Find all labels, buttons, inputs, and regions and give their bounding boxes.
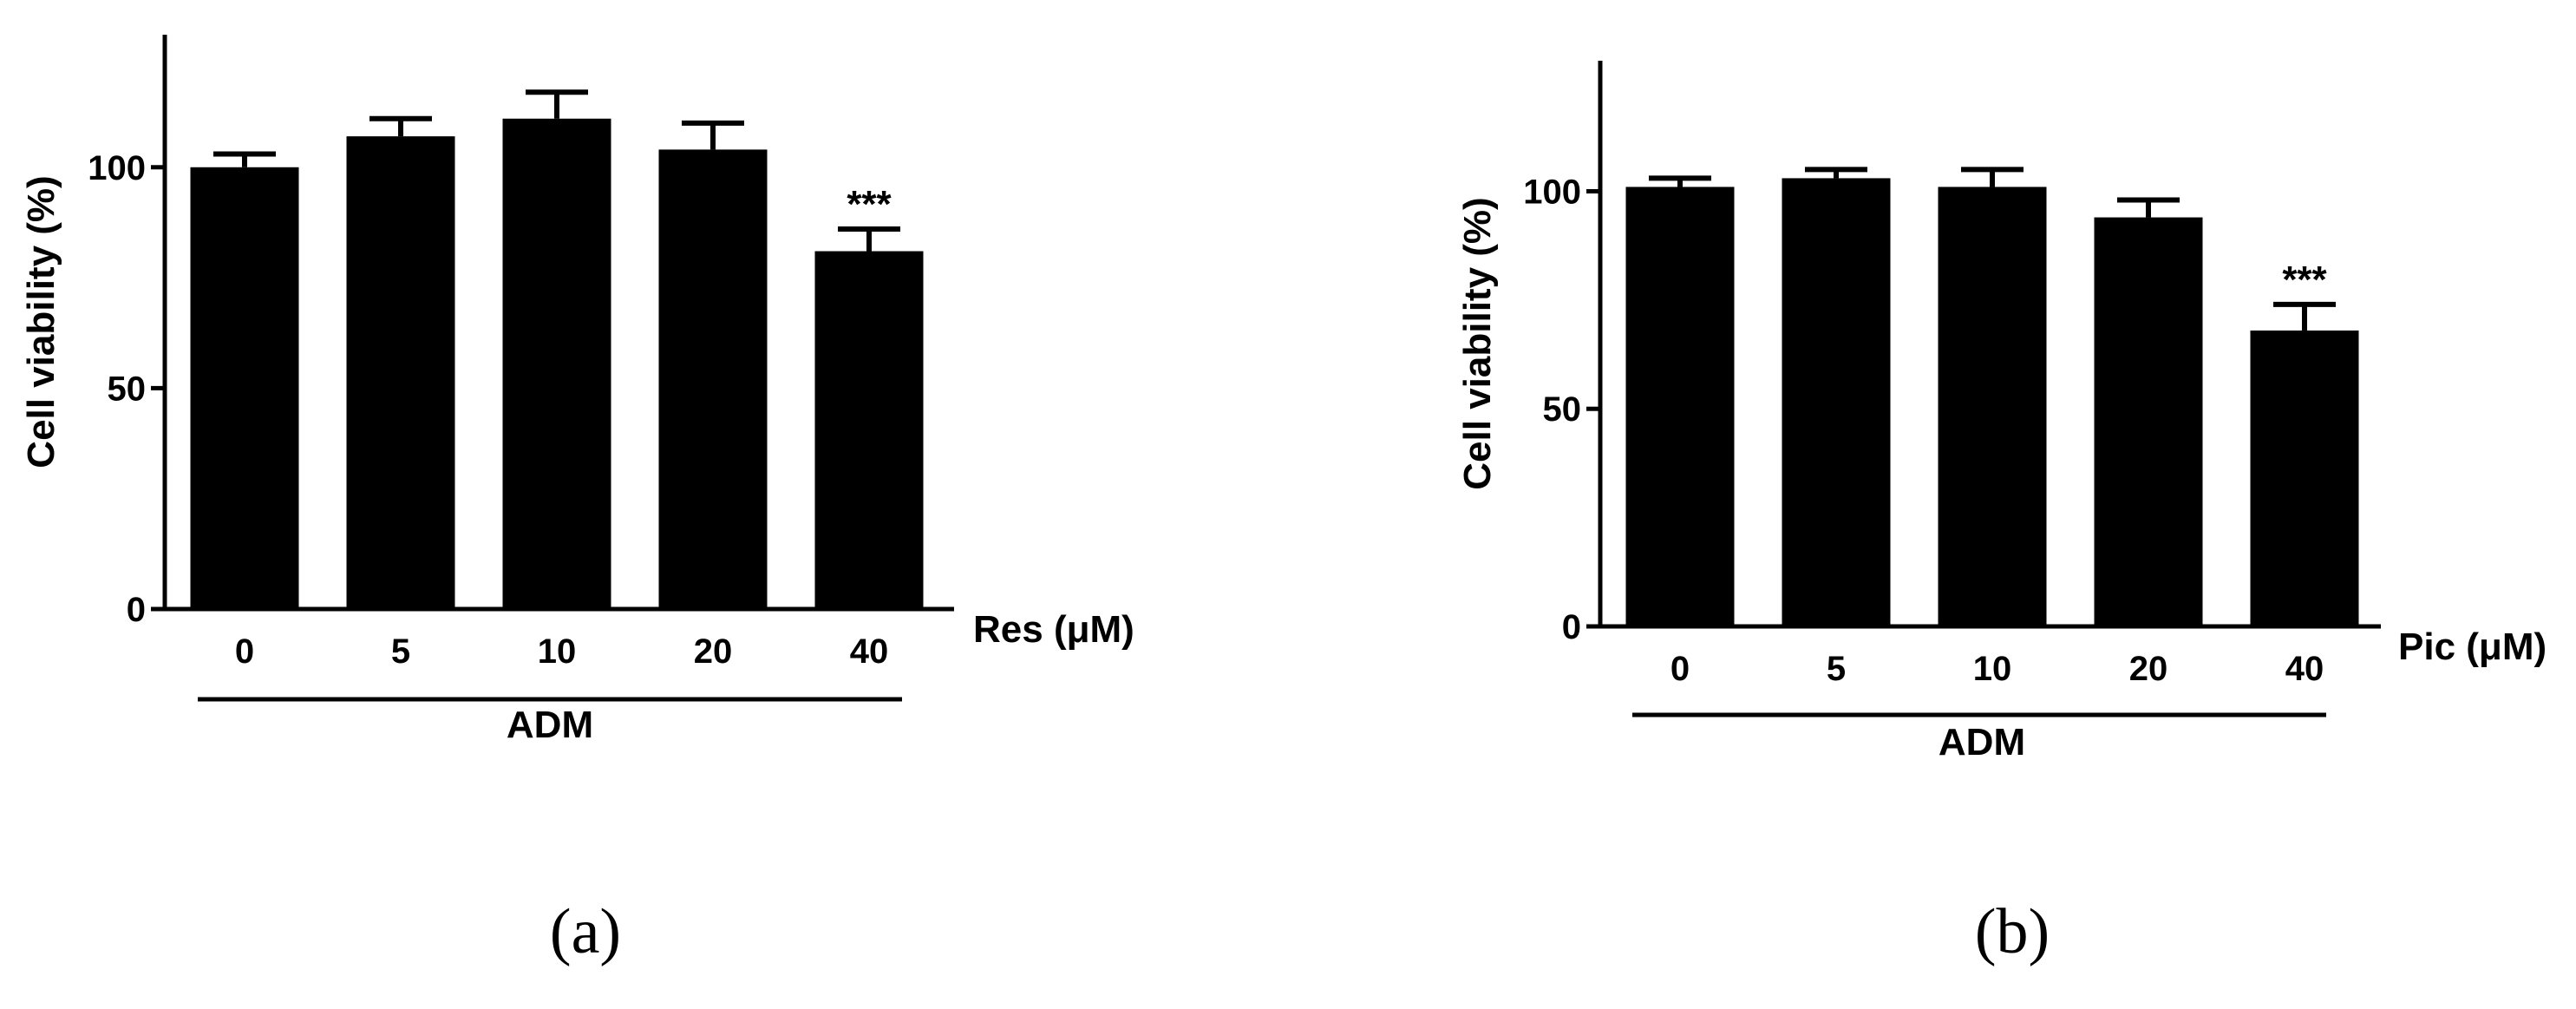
significance-marker: *** (847, 183, 892, 226)
x-tick-label: 20 (694, 632, 733, 671)
bar-10 (1938, 187, 2047, 626)
x-tick-label: 10 (538, 632, 577, 671)
y-tick-label: 0 (127, 591, 146, 629)
bar-20 (658, 149, 768, 609)
group-label: ADM (507, 704, 593, 746)
bar-40 (2250, 330, 2359, 626)
bar-0 (1625, 187, 1735, 626)
x-tick-label: 40 (2285, 650, 2324, 688)
x-tick-label: 0 (1670, 650, 1690, 688)
x-tick-label: 40 (850, 632, 889, 671)
significance-marker: *** (2282, 259, 2327, 301)
y-axis-title: Cell viability (%) (1456, 197, 1499, 489)
bar-5 (346, 136, 455, 610)
bar-0 (190, 167, 299, 609)
x-tick-label: 5 (1827, 650, 1846, 688)
y-tick-label: 50 (1543, 390, 1582, 429)
y-axis-title: Cell viability (%) (20, 175, 62, 468)
x-tick-label: 10 (1973, 650, 2012, 688)
x-tick-label: 5 (391, 632, 410, 671)
x-axis-title: Pic (μM) (2398, 626, 2547, 668)
chart-panel-b: 0 5 10 20 *** 40 0 50 100 Cell viability (%) Pic (… (1456, 61, 2547, 967)
y-tick-label: 100 (1523, 173, 1581, 211)
y-tick-label: 50 (108, 370, 147, 408)
bar-10 (502, 118, 611, 609)
x-tick-label: 0 (235, 632, 254, 671)
panel-label: (a) (550, 896, 621, 967)
bar-5 (1782, 178, 1891, 626)
panel-label: (b) (1975, 896, 2050, 967)
y-tick-label: 100 (88, 149, 146, 187)
y-tick-label: 0 (1562, 608, 1581, 646)
x-axis-title: Res (μM) (973, 608, 1134, 651)
bar-40 (814, 251, 924, 609)
group-label: ADM (1939, 721, 2025, 763)
chart-panel-a: 0 5 10 20 *** 40 0 50 100 Cell viability (%) Res (… (20, 35, 1134, 967)
bar-20 (2094, 217, 2203, 627)
x-tick-label: 20 (2129, 650, 2168, 688)
